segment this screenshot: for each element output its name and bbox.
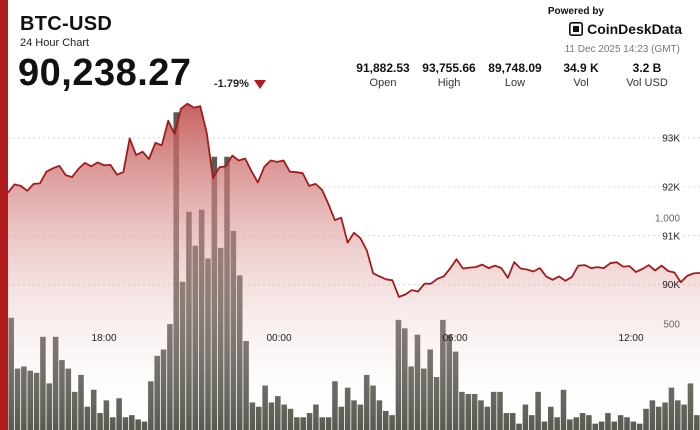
stat-low: 89,748.09 Low: [482, 61, 548, 89]
time-tick-label: 00:00: [266, 333, 291, 344]
chart-subtitle: 24 Hour Chart: [20, 37, 90, 49]
price-area: [8, 103, 700, 430]
coindesk-logo-icon: [569, 22, 584, 36]
time-tick-label: 12:00: [618, 333, 643, 344]
stat-value: 3.2 B: [632, 61, 662, 75]
price-change: -1.79%: [214, 78, 249, 90]
time-axis: 18:00 00:00 06:00 12:00: [91, 333, 643, 344]
stat-label: Vol: [573, 77, 589, 89]
brand-name: CoinDeskData: [587, 21, 682, 37]
timestamp: 11 Dec 2025 14:23 (GMT): [564, 44, 680, 55]
stats-row: 91,882.53 Open 93,755.66 High 89,748.09 …: [350, 61, 680, 89]
stat-label: Vol USD: [626, 77, 668, 89]
brand-logo[interactable]: CoinDeskData: [569, 21, 682, 37]
stat-label: High: [437, 77, 461, 89]
stat-value: 91,882.53: [356, 61, 410, 75]
stat-value: 34.9 K: [563, 61, 599, 75]
current-price: 90,238.27: [18, 52, 192, 94]
stat-high: 93,755.66 High: [416, 61, 482, 89]
volume-tick-label: 500: [663, 320, 680, 331]
stat-label: Low: [504, 77, 526, 89]
stat-label: Open: [369, 77, 397, 89]
price-tick-label: 91K: [662, 231, 680, 242]
price-tick-label: 93K: [662, 133, 680, 144]
stat-vol-usd: 3.2 B Vol USD: [614, 61, 680, 89]
chart-title: BTC-USD: [20, 13, 113, 35]
price-tick-label: 92K: [662, 182, 680, 193]
down-arrow-icon: [254, 80, 266, 89]
price-tick-label: 90K: [662, 280, 680, 291]
volume-tick-label: 1,000: [655, 214, 680, 225]
stat-vol: 34.9 K Vol: [548, 61, 614, 89]
price-line: [7, 102, 700, 298]
price-axis: 90K 91K 92K 93K: [662, 133, 680, 291]
stat-value: 93,755.66: [422, 61, 476, 75]
volume-axis: 500 1,000: [655, 214, 680, 331]
time-tick-label: 18:00: [91, 333, 116, 344]
accent-bar: [0, 0, 8, 430]
stat-open: 91,882.53 Open: [350, 61, 416, 89]
stat-value: 89,748.09: [488, 61, 542, 75]
time-tick-label: 06:00: [442, 333, 467, 344]
powered-by-label: Powered by: [547, 6, 604, 17]
